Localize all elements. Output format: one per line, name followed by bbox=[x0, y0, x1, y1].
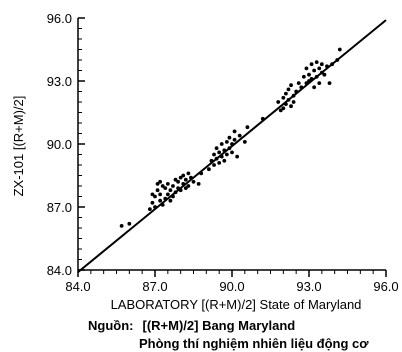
data-point bbox=[158, 192, 163, 197]
data-point bbox=[173, 177, 178, 182]
y-tick-label: 93.0 bbox=[47, 74, 72, 89]
data-point bbox=[158, 198, 163, 203]
data-point bbox=[284, 91, 288, 96]
data-point bbox=[171, 184, 175, 188]
data-point bbox=[150, 200, 155, 205]
data-point bbox=[165, 182, 170, 186]
data-point bbox=[217, 161, 222, 165]
data-point bbox=[160, 184, 165, 188]
y-tick-label: 90.0 bbox=[47, 137, 72, 152]
x-tick-label: 90.0 bbox=[219, 279, 244, 294]
data-point bbox=[227, 135, 232, 140]
data-point bbox=[219, 142, 224, 146]
data-point bbox=[312, 85, 317, 90]
y-tick-label: 87.0 bbox=[47, 200, 72, 215]
y-tick-label: 96.0 bbox=[47, 11, 72, 26]
data-point bbox=[281, 95, 286, 100]
caption-line-1: Nguồn: [(R+M)/2] Bang Maryland bbox=[88, 318, 295, 333]
data-point bbox=[319, 62, 324, 67]
data-point bbox=[286, 87, 291, 92]
data-point bbox=[158, 179, 163, 184]
data-point bbox=[155, 188, 160, 193]
data-point bbox=[186, 184, 191, 188]
data-point bbox=[235, 154, 240, 159]
data-point bbox=[245, 125, 250, 130]
data-point bbox=[317, 66, 322, 71]
data-point bbox=[242, 140, 247, 144]
data-point bbox=[309, 62, 314, 67]
data-point bbox=[301, 74, 306, 79]
tick-labels: 84.0 87.0 90.0 93.0 96.0 84.0 87.0 90.0 93.0 96.0 bbox=[47, 11, 399, 294]
y-tick-label: 84.0 bbox=[47, 263, 72, 278]
data-point bbox=[165, 192, 170, 197]
x-tick-label: 96.0 bbox=[373, 279, 398, 294]
data-point bbox=[222, 158, 227, 163]
data-point bbox=[296, 81, 301, 85]
data-point bbox=[147, 207, 152, 212]
data-point bbox=[168, 198, 173, 203]
caption-source-text: [(R+M)/2] Bang Maryland bbox=[142, 318, 296, 333]
data-point bbox=[191, 179, 196, 184]
data-point bbox=[224, 152, 229, 157]
data-point bbox=[119, 224, 124, 228]
axis-ticks bbox=[77, 17, 387, 277]
data-point bbox=[212, 152, 216, 157]
data-point bbox=[181, 173, 186, 178]
data-point bbox=[155, 182, 160, 186]
data-point bbox=[212, 163, 216, 167]
data-point bbox=[207, 167, 211, 172]
data-point bbox=[224, 140, 229, 144]
data-point bbox=[230, 150, 234, 155]
data-point bbox=[178, 175, 183, 180]
data-point bbox=[312, 68, 317, 73]
data-point bbox=[304, 66, 309, 71]
x-tick-label: 84.0 bbox=[65, 279, 90, 294]
data-point bbox=[276, 100, 281, 104]
x-tick-label: 93.0 bbox=[296, 279, 321, 294]
data-point bbox=[322, 72, 327, 77]
trend-line bbox=[77, 19, 387, 273]
data-point bbox=[168, 188, 173, 193]
data-point bbox=[217, 150, 222, 155]
data-points bbox=[119, 47, 342, 228]
data-point bbox=[337, 47, 342, 52]
data-point bbox=[150, 192, 155, 197]
data-point bbox=[307, 72, 311, 77]
caption-source-label: Nguồn: bbox=[88, 318, 134, 333]
data-point bbox=[327, 81, 332, 85]
data-point bbox=[163, 186, 168, 191]
data-point bbox=[183, 186, 188, 191]
data-point bbox=[289, 104, 293, 109]
data-point bbox=[232, 137, 237, 142]
x-tick-label: 87.0 bbox=[142, 279, 167, 294]
data-point bbox=[314, 60, 319, 64]
data-point bbox=[153, 194, 157, 199]
x-axis-label: LABORATORY [(R+M)/2] State of Maryland bbox=[111, 297, 362, 312]
data-point bbox=[186, 171, 191, 176]
data-point bbox=[291, 100, 296, 104]
data-point bbox=[232, 129, 237, 134]
data-point bbox=[281, 106, 286, 111]
data-point bbox=[176, 179, 181, 184]
data-point bbox=[237, 133, 242, 138]
data-point bbox=[196, 182, 201, 186]
data-point bbox=[317, 81, 322, 85]
data-point bbox=[183, 177, 188, 182]
caption-line-2: Phòng thí nghiệm nhiên liệu động cơ bbox=[139, 336, 369, 351]
data-point bbox=[278, 108, 283, 113]
data-point bbox=[127, 221, 132, 226]
data-point bbox=[214, 146, 219, 151]
y-axis-label: ZX-101 [(R+M)/2] bbox=[11, 96, 26, 197]
data-point bbox=[289, 83, 293, 88]
